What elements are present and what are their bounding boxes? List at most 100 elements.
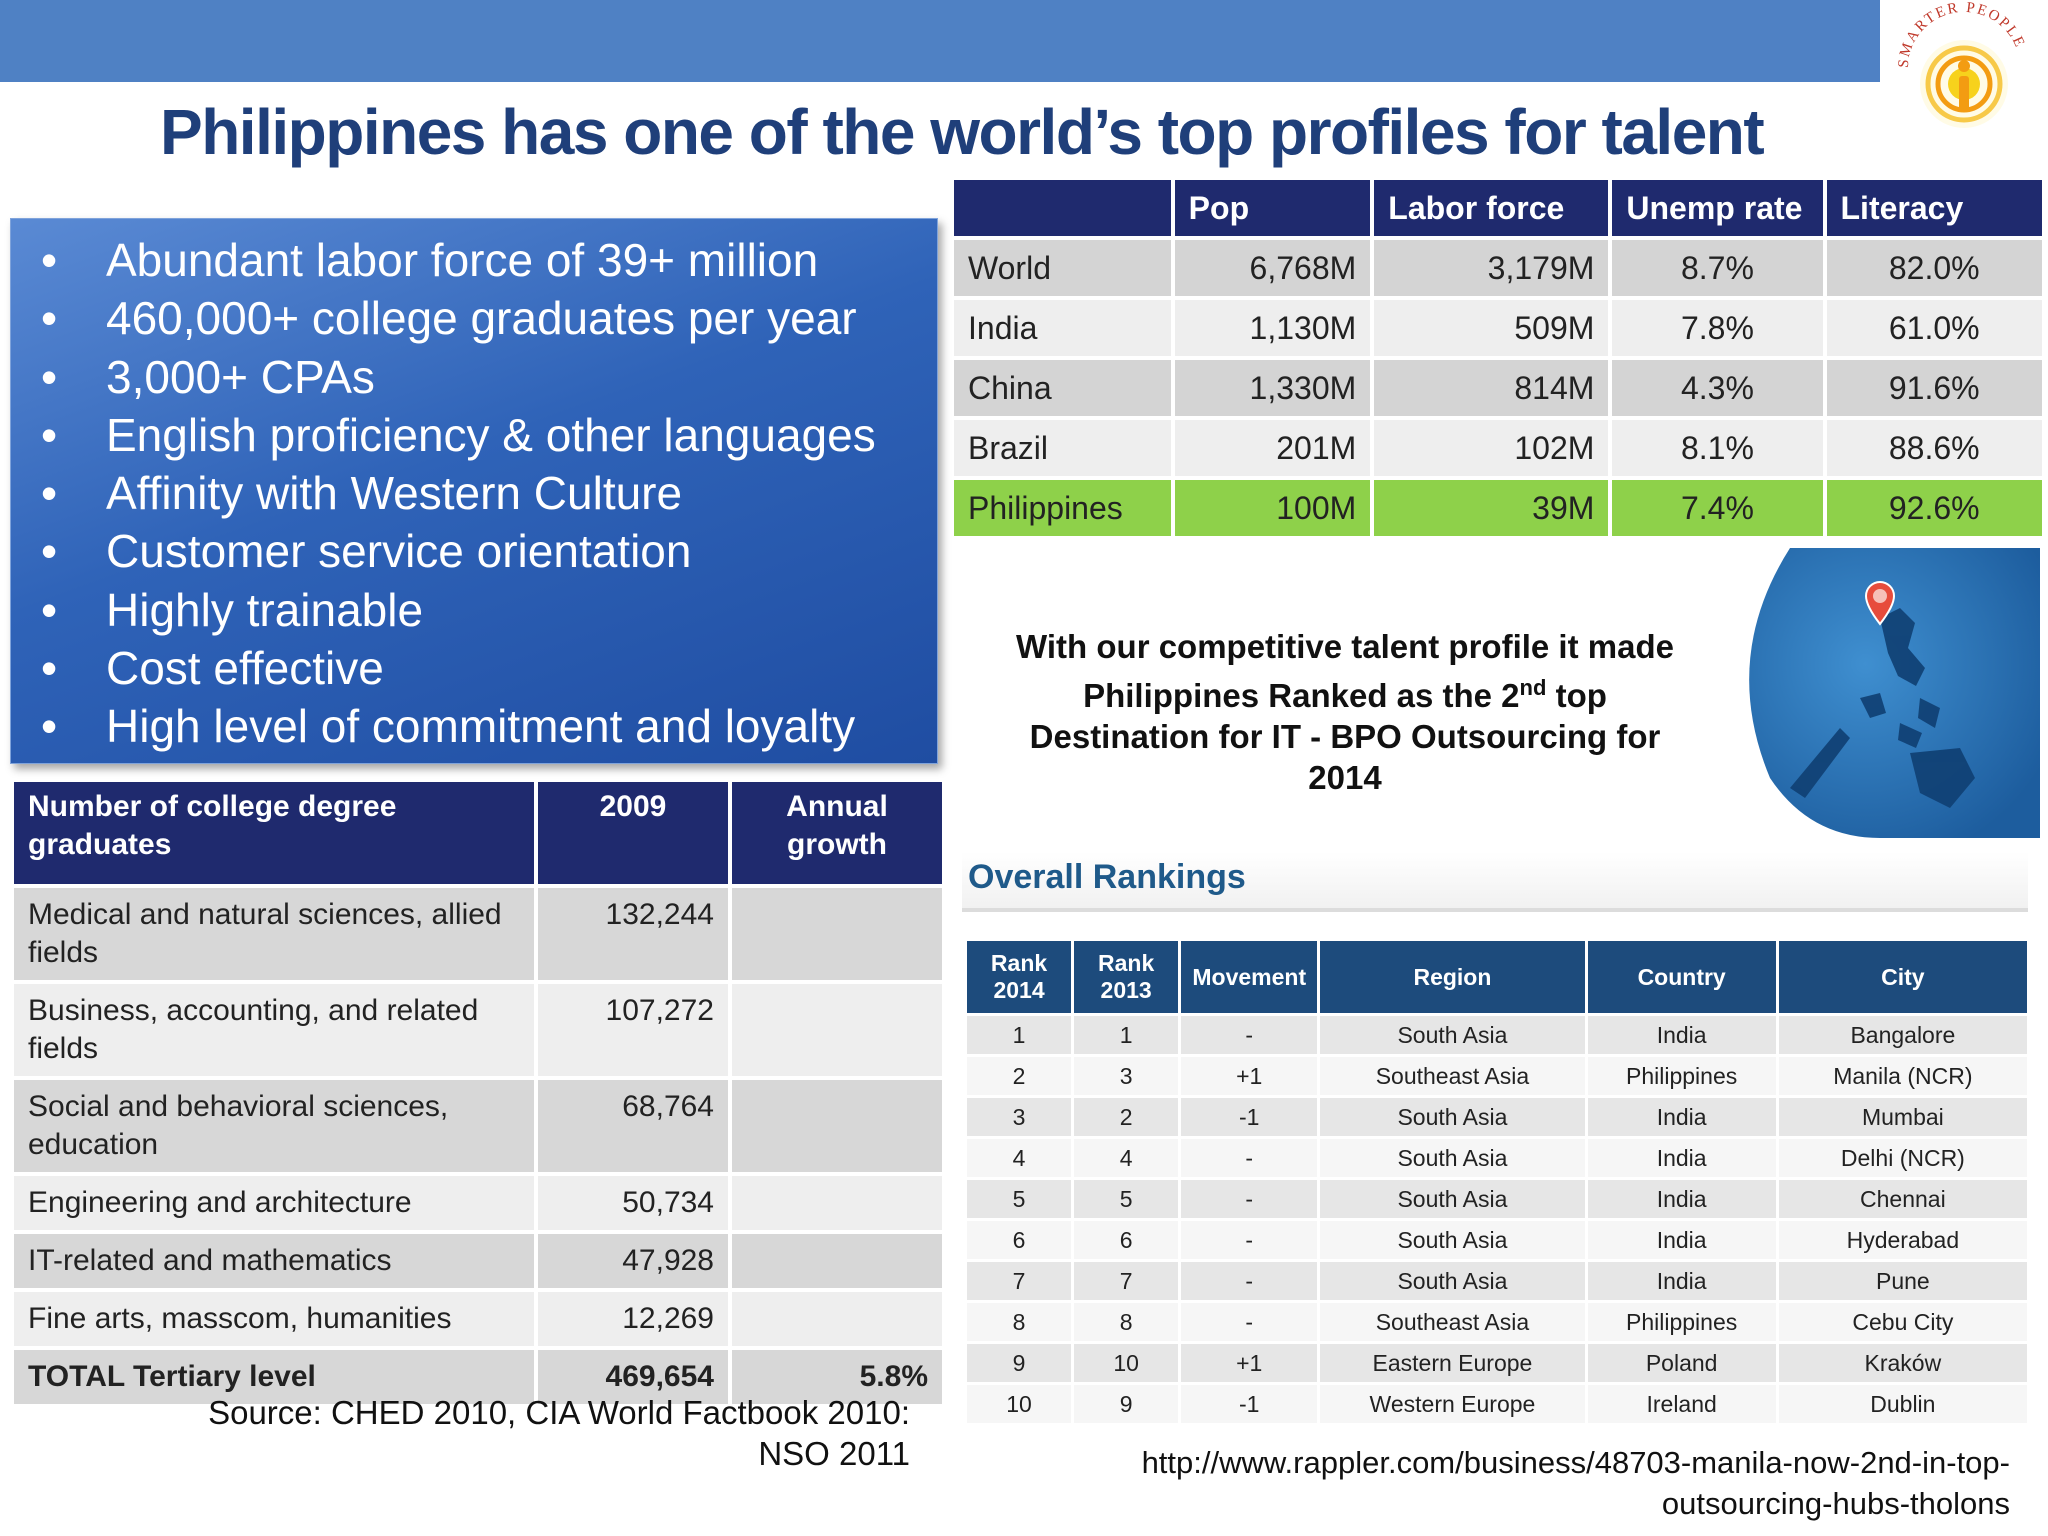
- rankings-cell: 5: [967, 1180, 1072, 1218]
- bullet-marker: •: [41, 408, 58, 461]
- rankings-cell: Western Europe: [1320, 1385, 1585, 1423]
- rankings-cell: 2: [967, 1057, 1072, 1095]
- rankings-row: 3 2 -1 South Asia India Mumbai: [967, 1098, 2027, 1136]
- rankings-cell: -: [1181, 1139, 1318, 1177]
- rankings-cell: -: [1181, 1180, 1318, 1218]
- bullet-item: • Affinity with Western Culture: [31, 464, 937, 522]
- bullet-marker: •: [41, 642, 58, 695]
- country-stat: 3,179M: [1374, 240, 1609, 296]
- country-stat: 7.8%: [1612, 300, 1823, 356]
- rankings-cell: India: [1587, 1180, 1776, 1218]
- rankings-cell: 1: [1074, 1016, 1179, 1054]
- bullet-item: • English proficiency & other languages: [31, 406, 937, 464]
- graduates-row: Fine arts, masscom, humanities 12,269: [14, 1292, 942, 1346]
- bullet-marker: •: [41, 583, 58, 636]
- country-comparison-table: Pop Labor force Unemp rate Literacy World 6,…: [950, 176, 2046, 540]
- rankings-cell: -: [1181, 1262, 1318, 1300]
- country-stat: 61.0%: [1826, 300, 2042, 356]
- rankings-cell: +1: [1181, 1057, 1318, 1095]
- rankings-cell: Bangalore: [1778, 1016, 2027, 1054]
- rankings-cell: Poland: [1587, 1344, 1776, 1382]
- rankings-header: Movement: [1181, 941, 1318, 1013]
- rankings-row: 7 7- South Asia India Pune: [967, 1262, 2027, 1300]
- rankings-cell: 10: [1074, 1344, 1179, 1382]
- bullet-item: • Cost effective: [31, 639, 937, 697]
- rankings-cell: 6: [1074, 1221, 1179, 1259]
- rankings-cell: 9: [1074, 1385, 1179, 1423]
- graduates-field: Social and behavioral sciences, educatio…: [14, 1080, 534, 1172]
- graduates-value: 132,244: [538, 888, 728, 980]
- rankings-header: Rank 2013: [1074, 941, 1179, 1013]
- country-stat: 1,330M: [1174, 360, 1371, 416]
- bullet-text: Affinity with Western Culture: [106, 467, 683, 520]
- country-stat: 8.7%: [1612, 240, 1823, 296]
- bullet-text: Highly trainable: [106, 583, 424, 636]
- country-stat: 82.0%: [1826, 240, 2042, 296]
- rankings-header: City: [1778, 941, 2027, 1013]
- bullet-text: 460,000+ college graduates per year: [106, 292, 857, 345]
- rankings-cell: -: [1181, 1221, 1318, 1259]
- bullet-item: • Customer service orientation: [31, 522, 937, 580]
- country-table-header: Labor force: [1374, 180, 1609, 236]
- rankings-row: 4 4- South Asia India Delhi (NCR): [967, 1139, 2027, 1177]
- callout-line-1: With our competitive talent profile it m…: [1016, 628, 1674, 665]
- country-table-header: Literacy: [1826, 180, 2042, 236]
- rankings-cell: 6: [967, 1221, 1072, 1259]
- rankings-cell: Philippines: [1587, 1057, 1776, 1095]
- graduates-row: Medical and natural sciences, allied fie…: [14, 888, 942, 980]
- rankings-cell: India: [1587, 1098, 1776, 1136]
- graduates-value: [732, 888, 942, 980]
- source-url: http://www.rappler.com/business/48703-ma…: [1141, 1445, 2010, 1521]
- graduates-value: [732, 1176, 942, 1230]
- rankings-cell: -: [1181, 1303, 1318, 1341]
- rankings-row: 10 9 -1 Western Europe Ireland Dublin: [967, 1385, 2027, 1423]
- rankings-header: Rank 2014: [967, 941, 1072, 1013]
- rankings-cell: +1: [1181, 1344, 1318, 1382]
- rankings-cell: India: [1587, 1016, 1776, 1054]
- rankings-cell: Dublin: [1778, 1385, 2027, 1423]
- rankings-cell: -1: [1181, 1385, 1318, 1423]
- rankings-row: 8 8- Southeast Asia Philippines Cebu City: [967, 1303, 2027, 1341]
- bullet-text: High level of commitment and loyalty: [106, 700, 856, 753]
- country-name: India: [954, 300, 1171, 356]
- graduates-row: Social and behavioral sciences, educatio…: [14, 1080, 942, 1172]
- graduates-total-row: TOTAL Tertiary level 469,654 5.8%: [14, 1350, 942, 1404]
- bullet-marker: •: [41, 700, 58, 753]
- rankings-row: 5 5- South Asia India Chennai: [967, 1180, 2027, 1218]
- rankings-cell: -1: [1181, 1098, 1318, 1136]
- rankings-cell: South Asia: [1320, 1016, 1585, 1054]
- rankings-cell: Manila (NCR): [1778, 1057, 2027, 1095]
- graduates-total-cell: 469,654: [538, 1350, 728, 1404]
- graduates-field: Engineering and architecture: [14, 1176, 534, 1230]
- graduates-field: IT-related and mathematics: [14, 1234, 534, 1288]
- bullet-marker: •: [41, 467, 58, 520]
- bullet-marker: •: [41, 525, 58, 578]
- rankings-row: 2 3 +1 Southeast Asia Philippines Manila (NCR…: [967, 1057, 2027, 1095]
- logo: SMARTER PEOPLE: [1880, 0, 2048, 140]
- page-title: Philippines has one of the world’s top p…: [160, 96, 1765, 168]
- country-stat: 8.1%: [1612, 420, 1823, 476]
- overall-rankings-table: Rank 2014 Rank 2013 Movement Region Country C…: [964, 938, 2030, 1426]
- rankings-cell: South Asia: [1320, 1221, 1585, 1259]
- country-name: World: [954, 240, 1171, 296]
- rankings-cell: Eastern Europe: [1320, 1344, 1585, 1382]
- graduates-row: Engineering and architecture 50,734: [14, 1176, 942, 1230]
- country-stat: 1,130M: [1174, 300, 1371, 356]
- country-stat: 100M: [1174, 480, 1371, 536]
- country-stat: 6,768M: [1174, 240, 1371, 296]
- philippines-map-pin-icon: [1730, 548, 2040, 838]
- country-stat: 509M: [1374, 300, 1609, 356]
- graduates-header: 2009: [538, 782, 728, 884]
- bullet-item: • 3,000+ CPAs: [31, 348, 937, 406]
- graduates-total-cell: TOTAL Tertiary level: [14, 1350, 534, 1404]
- header-band: [0, 0, 1880, 82]
- ranking-callout: With our competitive talent profile it m…: [990, 626, 1700, 798]
- country-row: India 1,130M 509M 7.8% 61.0%: [954, 300, 2042, 356]
- country-stat: 201M: [1174, 420, 1371, 476]
- rankings-cell: 2: [1074, 1098, 1179, 1136]
- rankings-cell: Chennai: [1778, 1180, 2027, 1218]
- rankings-cell: 4: [1074, 1139, 1179, 1177]
- bullet-text: Cost effective: [106, 642, 384, 695]
- bullet-text: Abundant labor force of 39+ million: [106, 234, 819, 286]
- bullet-list: • Abundant labor force of 39+ million • 460…: [31, 231, 937, 756]
